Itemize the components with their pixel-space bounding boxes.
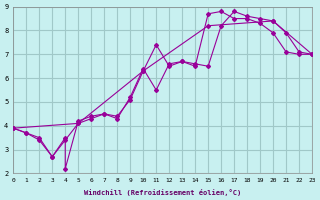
X-axis label: Windchill (Refroidissement éolien,°C): Windchill (Refroidissement éolien,°C) [84, 189, 241, 196]
